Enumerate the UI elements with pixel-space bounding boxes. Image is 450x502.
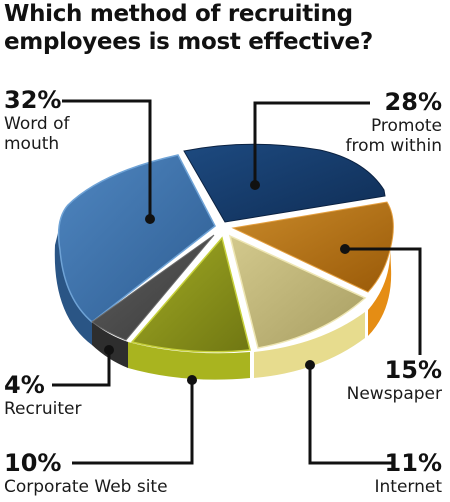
value-word-of-mouth: 32% [4,86,62,114]
wall-recruiter [92,322,128,368]
chart-title-line2: employees is most effective? [4,29,373,55]
dot-internet [305,360,315,370]
name-word-of-mouth-2: mouth [4,134,60,154]
name-recruiter: Recruiter [4,399,82,419]
value-newspaper: 15% [384,356,442,384]
name-word-of-mouth-1: Word of [4,114,70,134]
dot-recruiter [104,345,114,355]
value-recruiter: 4% [4,371,45,399]
chart-title: Which method of recruiting employees is … [4,0,450,56]
wall-newspaper [368,245,392,336]
wall-word-of-mouth [54,225,92,345]
name-corporate: Corporate Web site [4,477,168,497]
wall-internet [254,312,365,378]
name-internet: Internet [374,477,442,497]
value-promote: 28% [384,88,442,116]
slice-corporate-web-site [130,236,251,353]
leader-internet [308,365,392,465]
leader-corporate [72,380,194,465]
leader-recruiter [52,350,111,387]
wall-corporate [128,342,250,380]
dot-promote [250,180,260,190]
label-internet: 11% Internet [374,449,442,497]
name-promote-2: from within [345,136,442,156]
label-newspaper: 15% Newspaper [347,356,442,404]
value-corporate: 10% [4,449,62,477]
slice-internet [228,234,367,349]
name-newspaper: Newspaper [346,384,442,404]
leader-dots [104,180,350,385]
slice-word-of-mouth [57,154,216,323]
label-recruiter: 4% Recruiter [4,371,81,419]
dot-newspaper [340,244,350,254]
slice-promote-from-within [183,143,386,223]
leader-newspaper [345,247,422,355]
label-promote-from-within: 28% Promote from within [345,88,442,156]
value-internet: 11% [384,449,442,477]
label-word-of-mouth: 32% Word of mouth [4,86,70,154]
leader-word-of-mouth [62,99,152,219]
name-promote-1: Promote [370,116,442,136]
pie-slices [57,143,394,353]
dot-word-of-mouth [145,214,155,224]
pie-walls [54,225,392,380]
label-corporate-web-site: 10% Corporate Web site [4,449,168,497]
leader-promote [253,101,370,185]
dot-corporate [187,375,197,385]
chart-title-line1: Which method of recruiting [4,1,353,27]
leader-lines [52,99,422,465]
slice-recruiter [91,234,215,341]
